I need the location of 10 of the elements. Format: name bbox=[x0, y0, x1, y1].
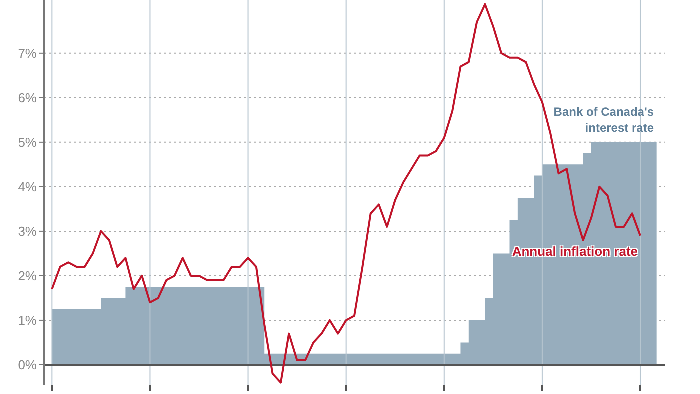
y-tick-label: 0% bbox=[18, 358, 38, 373]
y-tick-label: 7% bbox=[18, 46, 38, 62]
y-tick-label: 2% bbox=[18, 268, 38, 284]
y-tick-label: 4% bbox=[18, 180, 38, 195]
y-tick-label: 3% bbox=[18, 224, 38, 240]
series-label: Annual inflation rate bbox=[511, 244, 638, 260]
y-tick-label: 5% bbox=[18, 135, 38, 150]
y-tick-label: 6% bbox=[18, 90, 38, 106]
y-tick-label: 1% bbox=[18, 313, 38, 328]
series-label: Bank of Canada's interest rate bbox=[552, 104, 654, 136]
